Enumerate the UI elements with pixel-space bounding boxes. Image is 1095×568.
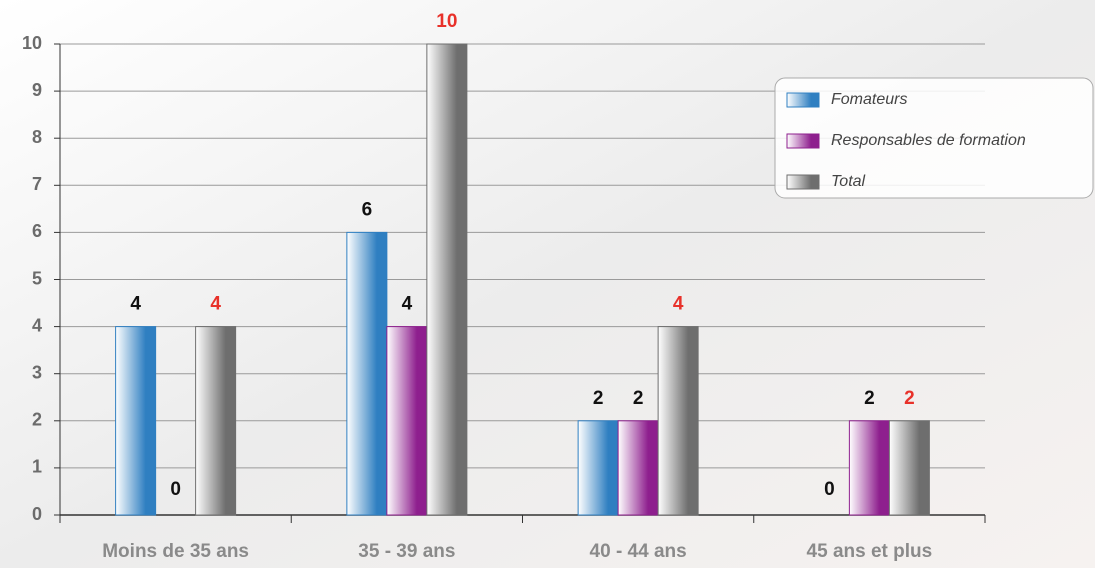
value-label: 0 bbox=[824, 479, 835, 500]
value-label: 2 bbox=[593, 388, 604, 409]
x-tick-label: 45 ans et plus bbox=[807, 541, 933, 562]
bar bbox=[848, 420, 890, 516]
value-label: 4 bbox=[130, 294, 141, 315]
bar bbox=[426, 43, 468, 516]
legend-label: Total bbox=[831, 173, 866, 190]
y-tick-label: 6 bbox=[32, 221, 42, 241]
x-tick-label: 35 - 39 ans bbox=[358, 541, 455, 562]
y-tick-label: 5 bbox=[32, 268, 42, 288]
value-label: 2 bbox=[904, 388, 915, 409]
value-label: 4 bbox=[210, 294, 221, 315]
value-label: 4 bbox=[673, 294, 684, 315]
value-label: 2 bbox=[864, 388, 875, 409]
y-tick-label: 2 bbox=[32, 410, 42, 430]
bar bbox=[346, 231, 388, 516]
y-tick-label: 4 bbox=[32, 315, 42, 335]
y-tick-label: 3 bbox=[32, 362, 42, 382]
y-tick-label: 1 bbox=[32, 457, 42, 477]
legend-swatch bbox=[786, 92, 820, 108]
bar bbox=[657, 326, 699, 516]
value-label: 6 bbox=[362, 199, 373, 220]
y-tick-label: 0 bbox=[32, 504, 42, 524]
legend-box bbox=[774, 77, 1094, 199]
value-label: 4 bbox=[402, 294, 413, 315]
value-label: 10 bbox=[436, 11, 457, 32]
y-tick-label: 10 bbox=[22, 33, 42, 53]
x-tick-label: Moins de 35 ans bbox=[102, 541, 249, 562]
bar bbox=[386, 326, 428, 516]
legend-label: Responsables de formation bbox=[831, 132, 1026, 149]
legend-swatch bbox=[786, 174, 820, 190]
bar bbox=[115, 326, 157, 516]
bar bbox=[617, 420, 659, 516]
value-label: 2 bbox=[633, 388, 644, 409]
bar bbox=[577, 420, 619, 516]
y-tick-label: 7 bbox=[32, 174, 42, 194]
bar bbox=[195, 326, 237, 516]
legend-label: Fomateurs bbox=[831, 91, 907, 108]
bar bbox=[888, 420, 930, 516]
value-label: 0 bbox=[170, 479, 181, 500]
legend-swatch bbox=[786, 133, 820, 149]
y-tick-label: 8 bbox=[32, 127, 42, 147]
y-tick-label: 9 bbox=[32, 80, 42, 100]
x-tick-label: 40 - 44 ans bbox=[590, 541, 687, 562]
